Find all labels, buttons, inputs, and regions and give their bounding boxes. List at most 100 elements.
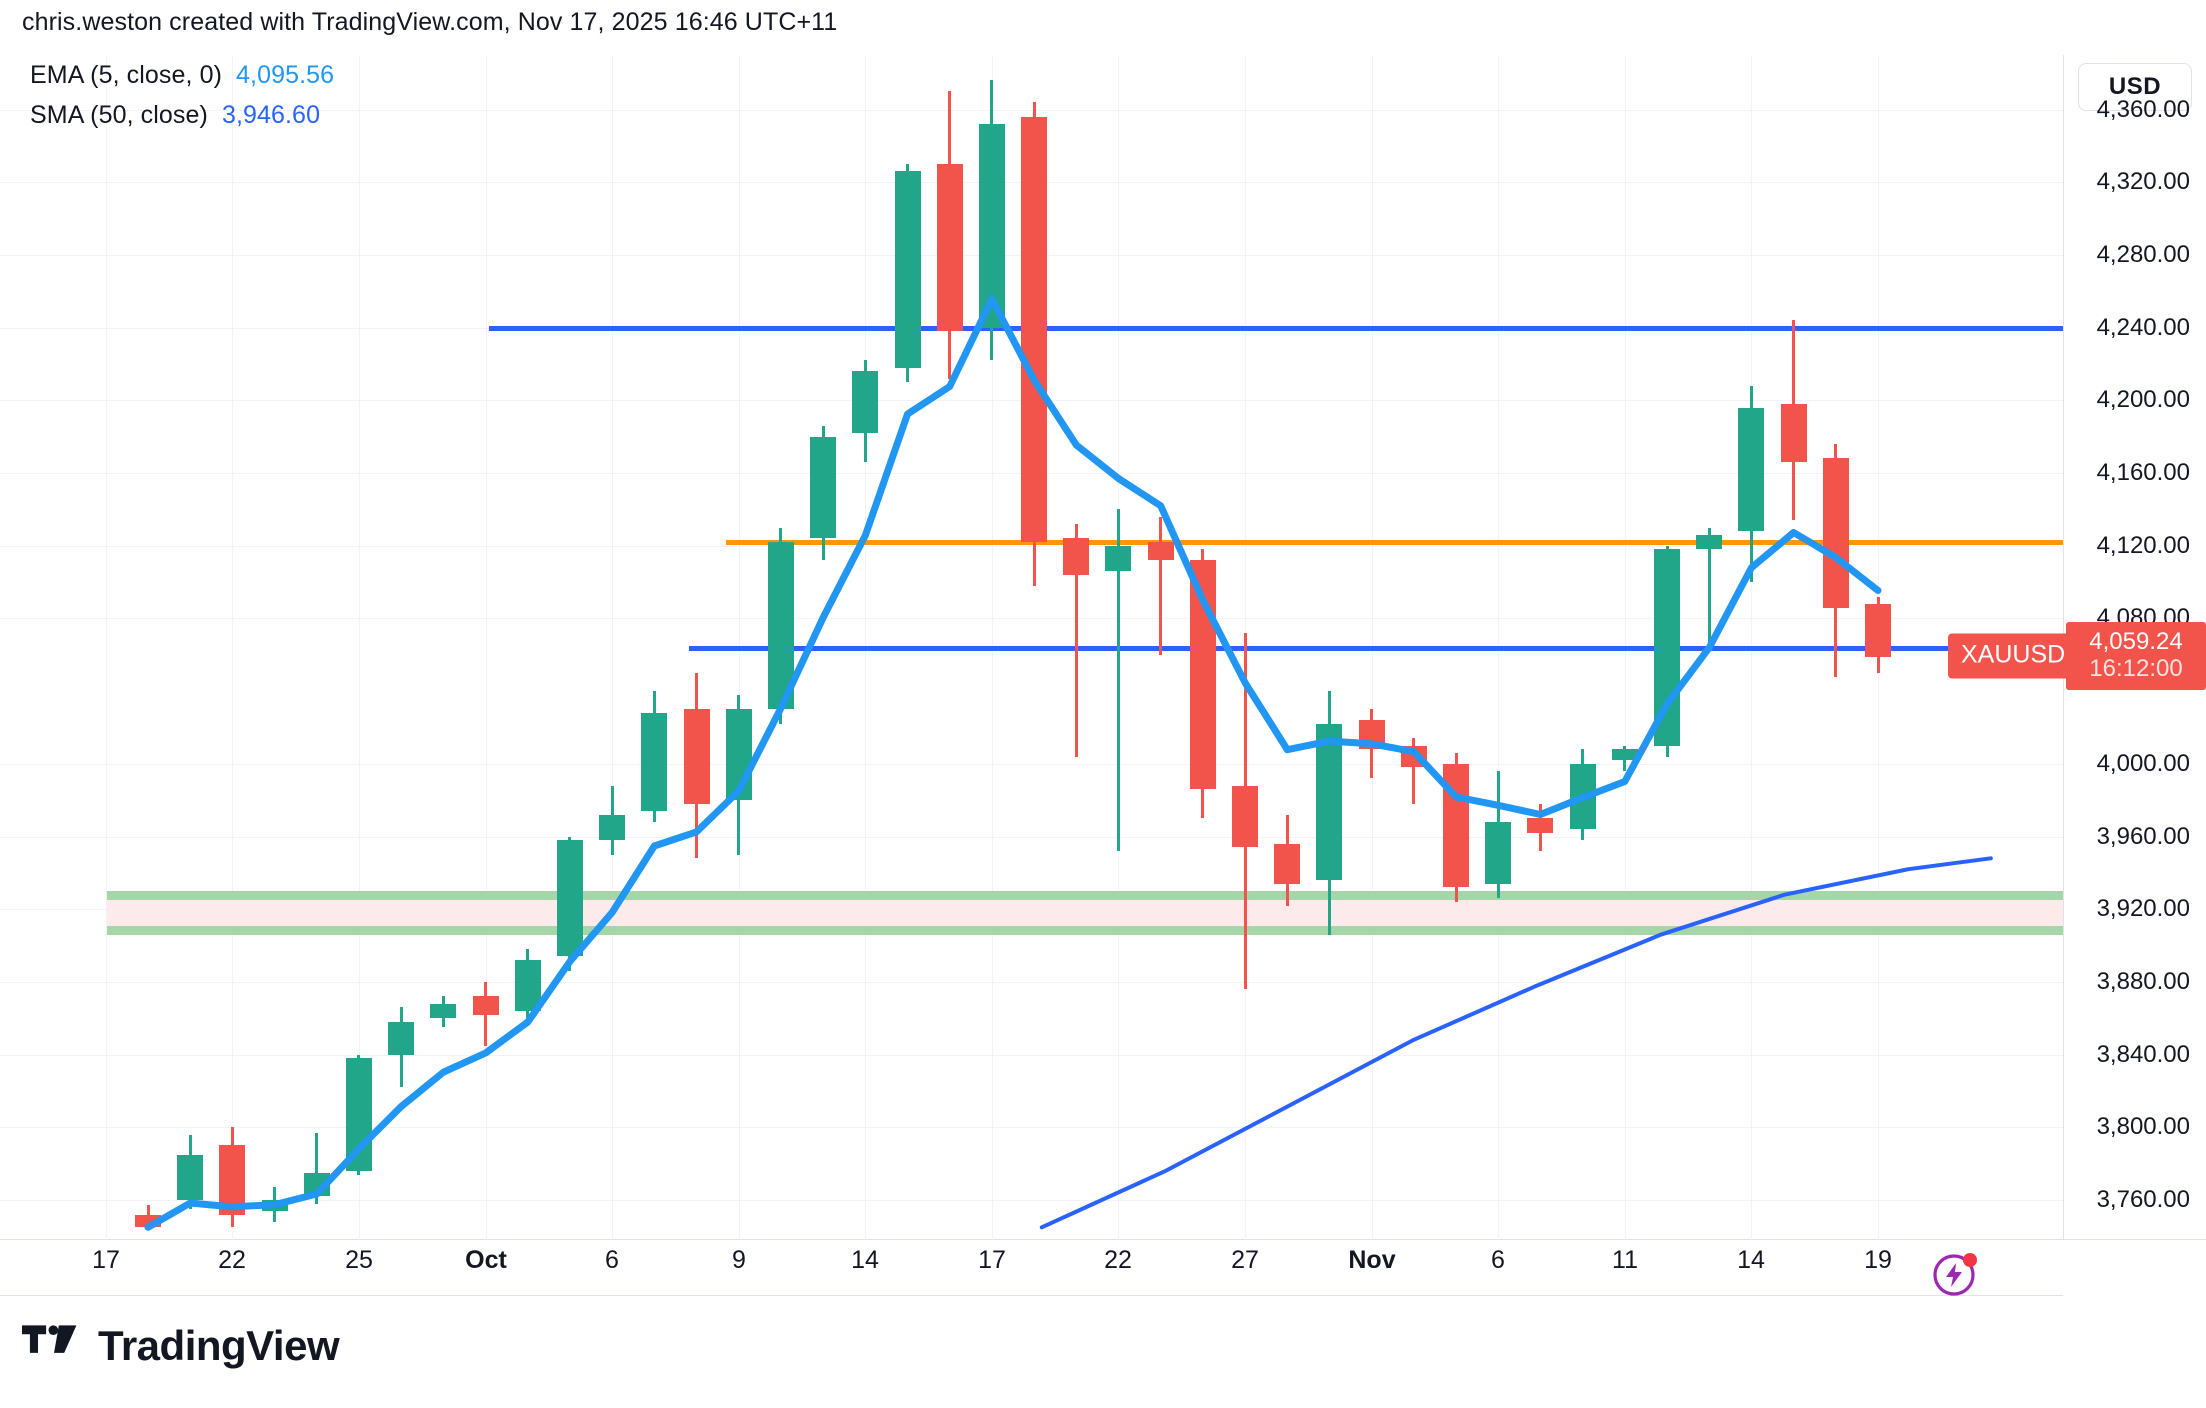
legend-indicator-name: SMA (50, close): [30, 101, 208, 129]
candle-body: [937, 164, 963, 332]
lightning-bolt-icon[interactable]: [1930, 1247, 1982, 1304]
candle-body: [430, 1003, 456, 1019]
candle-body: [388, 1021, 414, 1055]
candle-wick: [1708, 527, 1711, 644]
gridline-vertical: [612, 55, 613, 1240]
candle-body: [1738, 407, 1764, 532]
current-price-time: 16:12:00: [2089, 655, 2183, 683]
price-scale[interactable]: USD 4,360.00 4,320.00 4,280.00 4,240.00 4,20…: [2063, 55, 2206, 1240]
candle-body: [1865, 603, 1891, 657]
candle-body: [1105, 545, 1131, 572]
gridline-horizontal: [0, 1200, 2063, 1201]
price-tick-label: 3,800.00: [2096, 1113, 2190, 1141]
legend-indicator-name: EMA (5, close, 0): [30, 61, 223, 89]
gridline-horizontal: [0, 109, 2063, 111]
currency-badge[interactable]: USD: [2078, 63, 2192, 111]
price-tick-label: 4,160.00: [2096, 459, 2190, 487]
pivot-line[interactable]: [726, 540, 2063, 546]
time-tick-label: 14: [1737, 1246, 1765, 1274]
time-scale[interactable]: 17 22 25 Oct 6 9 14 17 22 27 Nov 6 11 14 19: [0, 1240, 2063, 1296]
demand-zone[interactable]: [107, 891, 2063, 935]
price-tick-label: 4,280.00: [2096, 240, 2190, 268]
support-line-lower[interactable]: [689, 645, 2063, 651]
time-tick-label: 6: [605, 1246, 619, 1274]
candle-body: [1148, 542, 1174, 561]
time-tick-label: 17: [978, 1246, 1006, 1274]
chart-plot-area[interactable]: EMA (5, close, 0) 4,095.56 SMA (50, close)…: [0, 55, 2063, 1296]
price-tick-label: 3,920.00: [2096, 895, 2190, 923]
time-tick-label: 22: [218, 1246, 246, 1274]
current-price-badge: 4,059.24 16:12:00: [2066, 622, 2206, 691]
candle-body: [895, 171, 921, 368]
candle-body: [852, 371, 878, 434]
price-tick-label: 4,000.00: [2096, 749, 2190, 777]
gridline-horizontal: [0, 836, 2063, 838]
price-tick-label: 4,320.00: [2096, 168, 2190, 196]
candle-body: [1232, 785, 1258, 848]
candle-body: [1021, 116, 1047, 543]
sma-50-line: [1039, 856, 1993, 1230]
price-tick-label: 4,240.00: [2096, 313, 2190, 341]
time-tick-label: Nov: [1348, 1246, 1396, 1274]
candle-body: [515, 960, 541, 1011]
legend-row-sma[interactable]: SMA (50, close) 3,946.60: [30, 95, 334, 135]
candle-body: [1063, 538, 1089, 575]
candle-body: [599, 814, 625, 841]
candle-body: [1485, 821, 1511, 884]
candle-body: [1696, 534, 1722, 550]
candle-body: [1612, 749, 1638, 761]
time-tick-label: 19: [1864, 1246, 1892, 1274]
candle-body: [641, 712, 667, 812]
gridline-horizontal: [0, 1127, 2063, 1129]
candle-wick: [1412, 738, 1415, 804]
price-tick-label: 3,760.00: [2096, 1186, 2190, 1213]
candle-body: [1781, 403, 1807, 463]
candle-body: [1527, 818, 1553, 833]
candle-wick: [1159, 516, 1162, 655]
gridline-horizontal: [0, 618, 2063, 620]
price-tick-label: 4,200.00: [2096, 386, 2190, 414]
price-tick-label: 3,880.00: [2096, 967, 2190, 995]
candle-body: [1316, 723, 1342, 881]
gridline-horizontal: [0, 545, 2063, 547]
time-tick-label: 25: [345, 1246, 373, 1274]
candle-body: [1274, 843, 1300, 884]
gridline-horizontal: [0, 763, 2063, 765]
candle-body: [473, 996, 499, 1015]
time-tick-label: 14: [851, 1246, 879, 1274]
time-tick-label: Oct: [465, 1246, 507, 1274]
legend-row-ema[interactable]: EMA (5, close, 0) 4,095.56: [30, 55, 334, 95]
time-tick-label: 9: [732, 1246, 746, 1274]
gridline-vertical: [232, 55, 233, 1240]
time-tick-label: 27: [1231, 1246, 1259, 1274]
tradingview-brand-text: TradingView: [98, 1322, 340, 1369]
time-tick-label: 22: [1104, 1246, 1132, 1274]
zone-upper-edge: [107, 891, 2063, 901]
gridline-vertical: [106, 55, 107, 1240]
resistance-line-upper[interactable]: [489, 325, 2063, 331]
gridline-vertical: [359, 55, 360, 1240]
legend-indicator-value: 4,095.56: [236, 61, 335, 89]
ema-5-line: [144, 295, 1882, 1231]
symbol-price-tag: XAUUSD: [1948, 633, 2079, 679]
attribution-text: chris.weston created with TradingView.co…: [22, 8, 838, 36]
candle-body: [810, 436, 836, 539]
tradingview-footer: TradingView: [22, 1322, 340, 1370]
candle-body: [177, 1154, 203, 1200]
price-tick-label: 3,840.00: [2096, 1040, 2190, 1068]
current-price-value: 4,059.24: [2089, 628, 2183, 656]
moving-average-lines: [144, 295, 1993, 1231]
legend-indicator-value: 3,946.60: [221, 101, 321, 129]
time-tick-label: 17: [92, 1246, 120, 1274]
time-tick-label: 6: [1491, 1246, 1505, 1274]
tradingview-logo-icon: [22, 1325, 77, 1353]
price-tick-label: 3,960.00: [2096, 822, 2190, 850]
candle-body: [979, 124, 1005, 328]
gridline-vertical: [486, 55, 487, 1240]
gridline-horizontal: [0, 981, 2063, 983]
price-tick-label: 4,120.00: [2096, 531, 2190, 559]
indicator-legend: EMA (5, close, 0) 4,095.56 SMA (50, close)…: [30, 55, 334, 135]
candle-body: [1823, 458, 1849, 608]
candle-wick: [1117, 509, 1120, 852]
